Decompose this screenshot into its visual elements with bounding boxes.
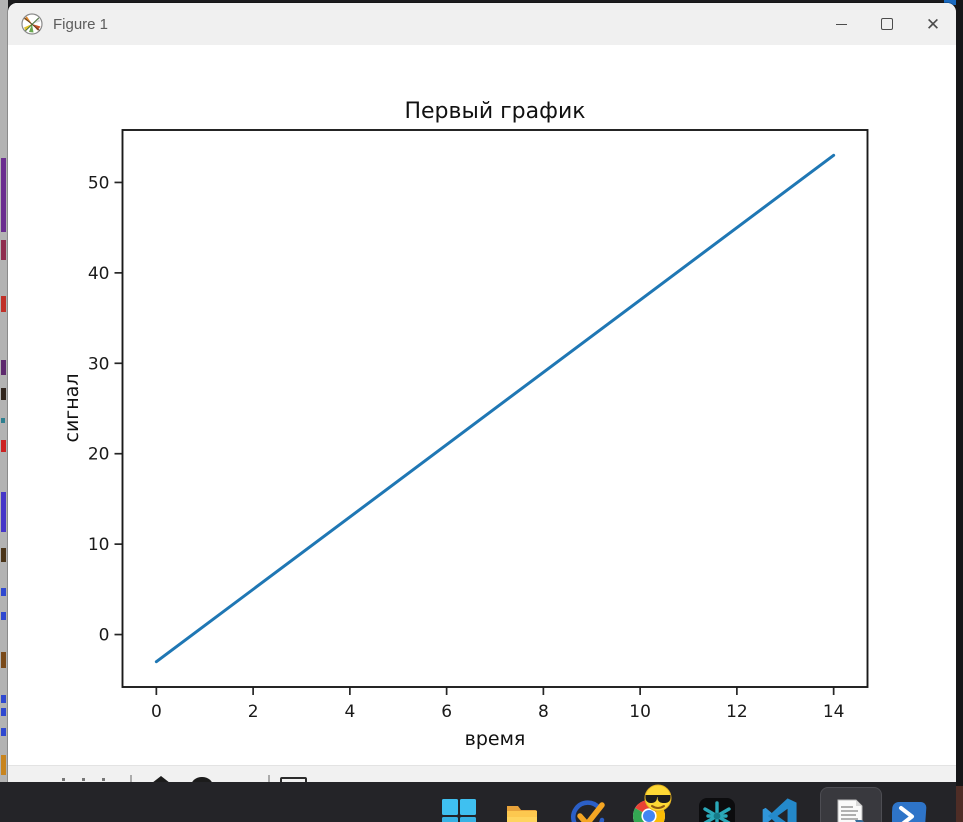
toolbar-icon-fragment — [102, 778, 105, 781]
minimize-button[interactable] — [818, 3, 864, 45]
y-axis-label: сигнал — [61, 374, 83, 443]
desktop-fragment — [1, 296, 6, 312]
svg-text:8: 8 — [538, 702, 549, 722]
svg-text:4: 4 — [344, 702, 355, 722]
svg-text:0: 0 — [151, 702, 162, 722]
toolbar-separator — [268, 775, 270, 782]
mpl-toolbar-partial[interactable] — [8, 765, 956, 782]
svg-text:40: 40 — [88, 264, 110, 284]
close-icon: ✕ — [925, 14, 941, 34]
desktop-fragment — [1, 695, 6, 703]
cool-emoji-icon — [644, 784, 672, 812]
svg-text:12: 12 — [726, 702, 748, 722]
svg-text:30: 30 — [88, 354, 110, 374]
pan-icon[interactable] — [148, 776, 174, 782]
toolbar-separator — [130, 775, 132, 782]
svg-text:20: 20 — [88, 445, 110, 465]
toolbar-icon-fragment — [62, 778, 65, 781]
desktop-fragment — [1, 440, 6, 452]
svg-text:50: 50 — [88, 173, 110, 193]
desktop-fragment — [1, 388, 6, 400]
desktop-fragment — [1, 612, 6, 620]
desktop-fragment — [1, 728, 6, 736]
taskbar-edge-fragment — [956, 786, 963, 822]
desktop-fragment — [1, 418, 5, 423]
svg-text:6: 6 — [441, 702, 452, 722]
desktop-fragment — [1, 755, 6, 775]
maximize-icon — [881, 18, 893, 30]
background-window-sliver — [944, 0, 957, 5]
python-file-icon[interactable] — [832, 798, 868, 822]
desktop-fragment — [1, 588, 6, 596]
starburst-app-icon[interactable] — [699, 798, 735, 822]
desktop-edge-strip — [0, 0, 8, 822]
plot-canvas: Первый график время сигнал 0 2 4 6 8 10 12 14 0 1… — [61, 99, 869, 750]
close-button[interactable]: ✕ — [910, 3, 956, 45]
save-icon[interactable] — [280, 777, 307, 782]
chart-title: Первый график — [404, 99, 585, 124]
svg-text:0: 0 — [99, 626, 110, 646]
matplotlib-logo-icon — [21, 13, 43, 35]
svg-text:10: 10 — [629, 702, 651, 722]
file-explorer-icon[interactable] — [504, 798, 540, 822]
windows-start-button-icon[interactable] — [441, 798, 477, 822]
window-title-bar[interactable]: Figure 1 ✕ — [8, 3, 956, 45]
svg-text:10: 10 — [88, 535, 110, 555]
x-axis-label: время — [465, 728, 526, 750]
powershell-icon[interactable] — [892, 798, 928, 822]
zoom-icon[interactable] — [188, 777, 216, 782]
toolbar-icon-fragment — [82, 778, 85, 781]
desktop-fragment — [1, 708, 6, 716]
screen-edge-strip — [956, 0, 963, 822]
desktop-fragment — [1, 360, 6, 375]
desktop-fragment — [1, 548, 6, 562]
chrome-with-cool-emoji-icon[interactable] — [631, 784, 672, 822]
maximize-button[interactable] — [864, 3, 910, 45]
check-app-icon[interactable] — [569, 798, 605, 822]
window-title: Figure 1 — [53, 15, 109, 33]
windows-taskbar — [0, 782, 963, 822]
svg-text:14: 14 — [823, 702, 845, 722]
figure-window: Figure 1 ✕ Первый график время сигнал 0 2… — [8, 3, 956, 782]
desktop-fragment — [1, 240, 6, 260]
svg-text:2: 2 — [248, 702, 259, 722]
desktop-fragment — [1, 492, 6, 532]
desktop-fragment — [1, 652, 6, 668]
minimize-icon — [835, 23, 847, 25]
vscode-icon[interactable] — [762, 798, 798, 822]
desktop-fragment — [1, 158, 6, 232]
